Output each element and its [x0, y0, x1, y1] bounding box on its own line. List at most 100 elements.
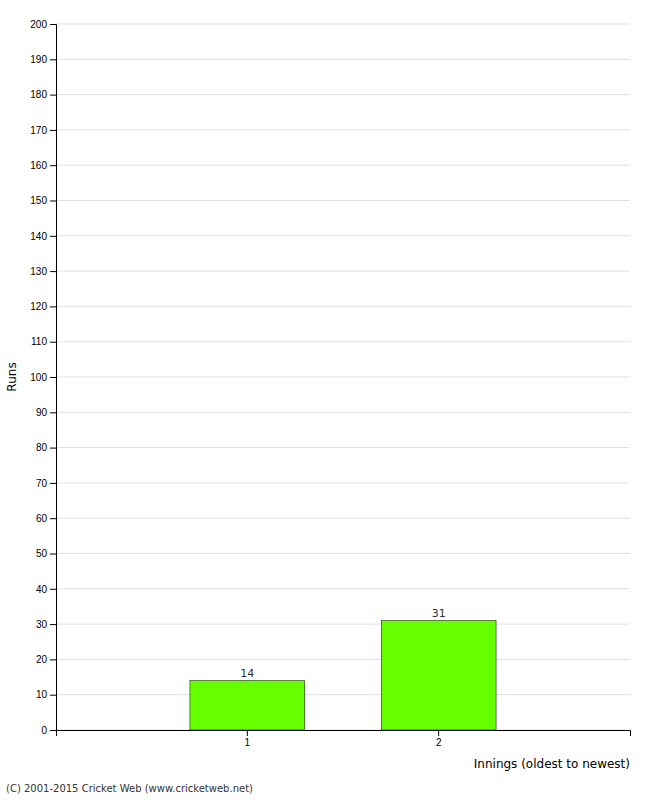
tick-mark: [50, 201, 56, 202]
tick-label: 2: [436, 737, 442, 748]
tick-label: 10: [36, 689, 48, 700]
grid-line: [56, 588, 630, 589]
tick-label: 30: [36, 619, 48, 630]
tick-mark: [50, 589, 56, 590]
tick: 90: [36, 407, 56, 418]
tick: 110: [31, 336, 56, 347]
tick: 170: [30, 125, 56, 136]
grid-line: [56, 129, 630, 130]
data-labels: 14 31: [240, 607, 445, 680]
grid-line: [56, 94, 630, 95]
grid-line: [56, 59, 630, 60]
grid-line: [56, 553, 630, 554]
grid-line: [56, 235, 630, 236]
data-label: 31: [432, 607, 446, 620]
bar: [190, 681, 305, 730]
tick: 70: [36, 478, 56, 489]
y-axis: 0 10 20 30 40 50 60 70 80 90 100 110 120 130 140 150 160…: [30, 19, 56, 736]
plot: 14 31 0 10 20 30 40 50 60 70 80 90 100 110 120 130 140 15…: [30, 19, 630, 748]
axis-line: [50, 25, 57, 731]
grid: [56, 24, 630, 730]
tick: 10: [36, 689, 56, 700]
bars: [190, 621, 496, 730]
tick-label: 50: [36, 548, 48, 559]
tick-mark: [50, 377, 56, 378]
tick-label: 190: [30, 54, 47, 65]
tick-mark: [50, 165, 56, 166]
tick: 30: [36, 619, 56, 630]
tick-label: 60: [36, 513, 48, 524]
tick: 60: [36, 513, 56, 524]
tick: 160: [30, 160, 56, 171]
tick-label: 200: [30, 19, 47, 30]
tick-label: 150: [30, 195, 47, 206]
tick-mark: [50, 59, 56, 60]
grid-line: [56, 341, 630, 342]
chart: 14 31 0 10 20 30 40 50 60 70 80 90 100 110 120 130 140 15…: [0, 0, 650, 800]
tick-label: 170: [30, 125, 47, 136]
tick-mark: [50, 695, 56, 696]
tick-label: 100: [30, 372, 47, 383]
tick: 150: [30, 195, 56, 206]
tick: 0: [41, 725, 56, 736]
tick-mark: [50, 412, 56, 413]
grid-line: [56, 306, 630, 307]
grid-line: [56, 271, 630, 272]
tick-mark: [50, 306, 56, 307]
tick: 40: [36, 584, 56, 595]
tick: 140: [30, 231, 56, 242]
tick-mark: [50, 483, 56, 484]
tick-label: 180: [30, 89, 47, 100]
grid-line: [56, 694, 630, 695]
tick-mark: [50, 448, 56, 449]
footer: (C) 2001-2015 Cricket Web (www.cricketwe…: [6, 783, 253, 794]
tick-mark: [50, 342, 56, 343]
tick: 120: [30, 301, 56, 312]
tick-label: 140: [30, 231, 47, 242]
tick-label: 0: [41, 725, 47, 736]
tick-mark: [50, 24, 56, 25]
tick-label: 120: [30, 301, 47, 312]
tick-mark: [50, 236, 56, 237]
tick-label: 1: [245, 737, 251, 748]
axis-line: [57, 731, 631, 737]
tick-mark: [50, 659, 56, 660]
tick-mark: [50, 130, 56, 131]
tick-label: 110: [31, 336, 47, 347]
tick-label: 160: [30, 160, 47, 171]
grid-line: [56, 624, 630, 625]
grid-line: [56, 447, 630, 448]
tick-mark: [438, 730, 439, 736]
data-label: 14: [240, 667, 254, 680]
grid-line: [56, 200, 630, 201]
tick: 2: [436, 730, 442, 748]
x-axis: 12: [57, 730, 631, 748]
tick-mark: [50, 518, 56, 519]
tick-mark: [50, 271, 56, 272]
tick-mark: [50, 730, 56, 731]
tick-mark: [50, 95, 56, 96]
tick: 80: [36, 442, 56, 453]
grid-line: [56, 412, 630, 413]
y-axis-title: Runs: [5, 362, 19, 391]
tick: 130: [30, 266, 56, 277]
tick-label: 90: [36, 407, 48, 418]
grid-line: [56, 518, 630, 519]
tick: 190: [30, 54, 56, 65]
tick-label: 80: [36, 442, 48, 453]
tick-label: 70: [36, 478, 48, 489]
tick-mark: [50, 554, 56, 555]
bar: [381, 621, 496, 730]
tick-label: 130: [30, 266, 47, 277]
tick: 1: [245, 730, 251, 748]
tick: 50: [36, 548, 56, 559]
tick: 180: [30, 89, 56, 100]
grid-line: [56, 165, 630, 166]
tick-label: 20: [36, 654, 48, 665]
tick-mark: [50, 624, 56, 625]
tick-label: 40: [36, 584, 48, 595]
grid-line: [56, 377, 630, 378]
tick: 100: [30, 372, 56, 383]
grid-line: [56, 659, 630, 660]
tick: 20: [36, 654, 56, 665]
